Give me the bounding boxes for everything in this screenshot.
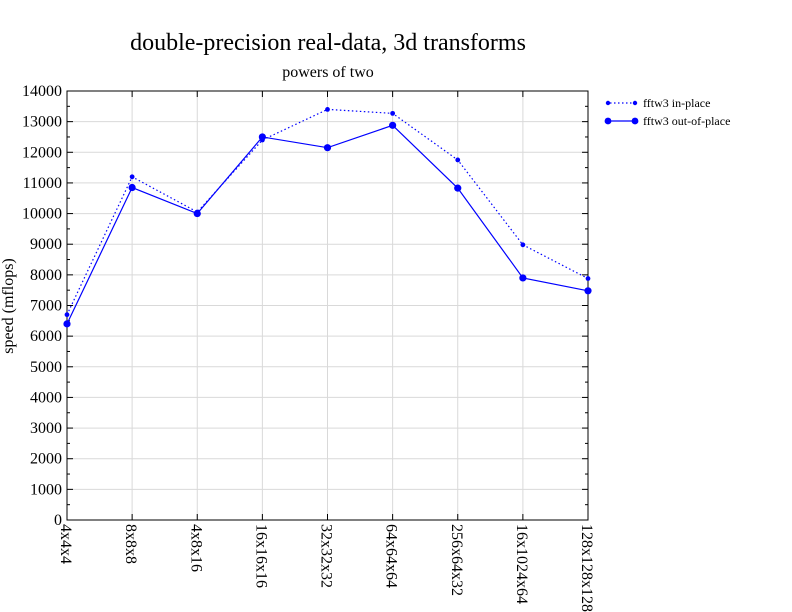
data-point-in-place [585,276,591,281]
grid-lines [66,90,589,521]
data-point-out-of-place [258,133,266,141]
data-point-out-of-place [128,183,136,192]
data-point-in-place [325,106,330,112]
y-tick-label: 12000 [22,144,62,161]
data-point-out-of-place [454,184,462,192]
y-tick-label: 1000 [30,481,62,498]
legend: fftw3 in-place fftw3 out-of-place [604,96,730,128]
legend-marker [632,100,638,106]
y-tick-label: 0 [54,512,62,529]
x-tick-label: 16x1024x64 [513,524,530,604]
data-point-out-of-place [519,274,527,282]
data-point-out-of-place [323,144,332,152]
chart-subtitle: powers of two [282,64,374,81]
x-tick-label: 4x4x4 [57,524,74,564]
x-tick-label: 16x16x16 [252,524,269,588]
x-tick-label: 64x64x64 [383,524,400,588]
data-point-in-place [520,242,526,248]
x-tick-label: 4x8x16 [187,524,204,572]
y-tick-label: 14000 [22,83,62,100]
data-point-in-place [455,157,461,163]
y-tick-label: 4000 [30,389,62,406]
x-tick-label: 128x128x128 [578,524,595,612]
legend-label: fftw3 out-of-place [643,114,730,128]
legend-marker [631,117,639,125]
data-point-out-of-place [389,121,397,129]
y-tick-label: 10000 [22,206,62,223]
y-tick-label: 7000 [30,298,62,315]
data-point-out-of-place [63,320,71,328]
data-point-out-of-place [584,287,592,295]
y-tick-label: 9000 [30,236,62,253]
series-group [63,106,592,328]
y-axis-label: speed (mflops) [0,258,17,354]
data-point-in-place [390,110,396,116]
y-tick-label: 13000 [22,114,62,131]
data-point-in-place [129,174,135,180]
x-tick-label: 256x64x32 [448,524,465,596]
data-point-out-of-place [193,209,201,218]
x-tick-label: 8x8x8 [122,524,139,564]
legend-marker [604,117,612,125]
y-tick-label: 11000 [23,175,62,192]
axis-ticks: 0 1000 2000 3000 4000 5000 6000 7000 8000 9000 100… [22,83,595,612]
y-tick-label: 8000 [30,267,62,284]
chart-title: double-precision real-data, 3d transform… [130,30,526,56]
y-tick-label: 6000 [30,328,62,345]
data-point-in-place [64,312,70,318]
y-tick-label: 2000 [30,451,62,468]
legend-marker [605,100,611,106]
y-tick-label: 5000 [30,359,62,376]
y-tick-label: 3000 [30,420,62,437]
legend-label: fftw3 in-place [643,96,710,110]
x-tick-label: 32x32x32 [318,524,335,588]
series-line-in-place [66,108,589,315]
